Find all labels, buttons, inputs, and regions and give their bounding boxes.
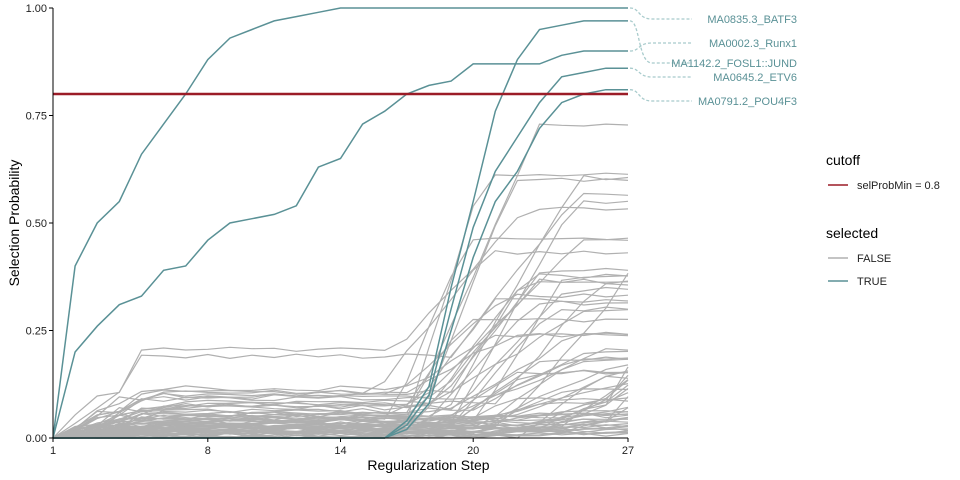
unselected-series-line: [52, 397, 629, 439]
legend-cutoff-label: selProbMin = 0.8: [857, 180, 940, 192]
series-label: MA0002.3_Runx1: [709, 38, 797, 50]
unselected-series-line: [52, 206, 629, 439]
legend-false-label: FALSE: [857, 253, 891, 265]
label-connector: [629, 89, 692, 102]
legend-true-label: TRUE: [857, 276, 887, 288]
unselected-series-line: [52, 309, 629, 439]
unselected-series-line: [52, 298, 629, 439]
series-label: MA0835.3_BATF3: [707, 14, 797, 26]
label-connector: [629, 20, 692, 64]
y-axis-ticks: 0.00 0.25 0.50 0.75 1.00: [26, 3, 53, 445]
unselected-series-line: [52, 398, 629, 439]
series-labels: MA0835.3_BATF3 MA0002.3_Runx1 MA1142.2_FOS…: [671, 14, 797, 108]
y-tick-label: 0.75: [26, 111, 47, 123]
series-label: MA0791.2_POU4F3: [698, 96, 797, 108]
unselected-series-line: [52, 410, 629, 439]
label-connector: [629, 7, 692, 20]
label-connector: [629, 42, 692, 52]
legend-cutoff-title: cutoff: [826, 152, 860, 168]
y-tick-label: 0.00: [26, 433, 47, 445]
selected-series-line: [52, 7, 628, 439]
unselected-series-line: [52, 283, 629, 439]
x-tick-label: 20: [467, 445, 479, 457]
x-axis-ticks: 1 8 14 20 27: [50, 438, 634, 457]
unselected-series-line: [52, 348, 629, 439]
y-tick-label: 0.50: [26, 218, 47, 230]
series-label: MA0645.2_ETV6: [713, 72, 797, 84]
unselected-series-line: [52, 331, 629, 439]
x-tick-label: 8: [205, 445, 211, 457]
x-tick-label: 14: [334, 445, 346, 457]
x-tick-label: 27: [622, 445, 634, 457]
y-axis-title: Selection Probability: [6, 160, 22, 287]
unselected-series-line: [52, 177, 629, 439]
unselected-series-line: [52, 431, 629, 439]
unselected-series-layer: [52, 123, 629, 439]
unselected-series-line: [52, 273, 629, 439]
label-connector: [629, 67, 692, 78]
legend: cutoff selProbMin = 0.8 selected FALSE T…: [826, 152, 940, 288]
unselected-series-line: [52, 332, 629, 439]
unselected-series-line: [52, 237, 629, 439]
x-tick-label: 1: [50, 445, 56, 457]
x-axis-title: Regularization Step: [367, 457, 489, 473]
unselected-series-line: [52, 237, 629, 439]
y-tick-label: 0.25: [26, 326, 47, 338]
series-label: MA1142.2_FOSL1::JUND: [671, 58, 797, 70]
selected-series-line: [52, 50, 628, 439]
unselected-series-line: [52, 413, 629, 439]
legend-selected-title: selected: [826, 225, 878, 241]
y-tick-label: 1.00: [26, 3, 47, 15]
label-connectors: [629, 7, 692, 102]
unselected-series-line: [53, 379, 629, 439]
